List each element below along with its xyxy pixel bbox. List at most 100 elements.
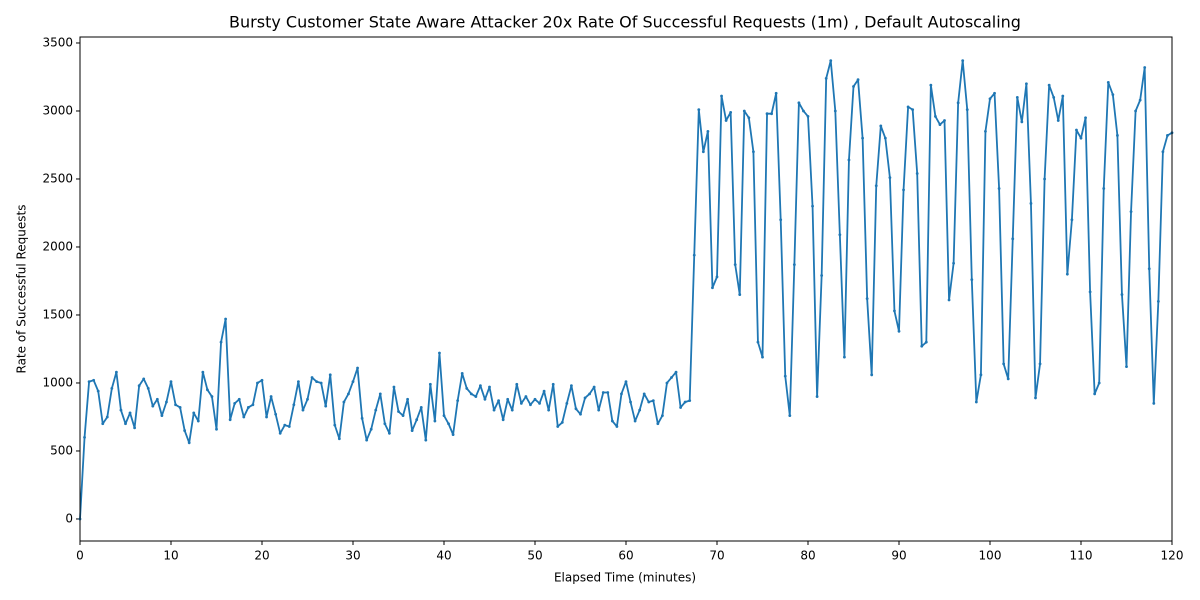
y-tick-label: 1000 [42,375,73,389]
data-point [988,97,992,101]
data-point [856,78,860,82]
data-point [228,418,232,422]
data-point [720,94,723,98]
data-point [1070,218,1074,222]
plot-frame [79,36,1173,542]
data-point [929,83,933,87]
data-point [1129,210,1133,214]
data-point [715,275,719,279]
data-line [79,59,1173,520]
data-point [774,91,778,95]
data-point [897,329,901,333]
data-point [1065,272,1069,276]
data-point [1079,136,1083,140]
data-point [542,389,546,393]
data-point [115,370,118,374]
data-point [165,400,168,404]
x-tick-label: 40 [436,549,451,563]
data-point [292,403,296,407]
data-point [788,414,792,418]
data-point [256,381,259,385]
data-point [1052,95,1056,99]
data-point [615,425,619,428]
data-point [428,382,432,386]
data-point [160,414,164,418]
data-point [1143,66,1147,69]
data-point [706,129,710,133]
data-point [820,274,824,277]
data-point [137,384,141,388]
data-point [1125,365,1128,369]
data-point [365,438,369,442]
data-point [824,76,828,80]
x-tick-label: 70 [709,549,724,563]
data-point [624,380,628,384]
data-point [961,59,965,63]
data-point [1029,202,1033,205]
data-point [424,438,428,442]
data-point [556,425,560,428]
data-point [1020,120,1024,124]
data-point [438,351,441,355]
data-point [233,401,237,405]
data-point [670,376,673,379]
data-point [315,380,318,384]
x-tick-label: 20 [254,549,269,563]
data-point [838,233,842,237]
data-point [469,392,473,396]
data-point [1043,177,1046,181]
data-point [306,397,309,401]
data-point [783,374,787,378]
data-point [902,188,905,192]
data-point [683,400,687,404]
data-point [560,421,564,424]
data-point [756,340,760,344]
data-point [1111,93,1115,97]
data-point [874,184,878,188]
data-point [610,419,614,423]
data-point [201,370,205,374]
data-point [297,380,300,384]
data-point [574,407,578,411]
data-point [356,366,359,370]
data-point [142,377,146,381]
data-point [993,91,996,95]
x-tick-label: 80 [800,549,815,563]
data-point [1015,95,1019,99]
data-point [501,418,505,422]
data-point [965,108,969,112]
data-point [155,397,159,401]
data-point [979,373,983,377]
data-point [647,400,651,404]
x-tick-label: 100 [979,549,1002,563]
data-point [1161,150,1165,154]
data-point [96,389,100,393]
data-point [269,395,273,398]
data-point [642,392,646,396]
data-point [606,391,610,394]
data-point [1006,377,1010,381]
data-point [219,340,223,344]
data-point [651,399,655,403]
data-point [911,108,915,112]
data-point [551,382,555,386]
data-point [351,380,355,384]
data-point [843,355,846,359]
data-point [324,404,328,408]
data-point [674,370,678,374]
data-point [310,376,314,379]
data-point [119,408,123,412]
data-point [342,400,346,404]
data-point [260,378,264,382]
x-tick-label: 50 [527,549,542,563]
data-point [210,395,214,398]
data-point [761,355,764,359]
data-point [729,110,733,114]
data-point [742,109,746,113]
data-point [333,423,337,427]
chart-title: Bursty Customer State Aware Attacker 20x… [229,13,1021,32]
data-point [1034,396,1037,400]
data-point [283,423,287,427]
data-point [588,392,591,396]
